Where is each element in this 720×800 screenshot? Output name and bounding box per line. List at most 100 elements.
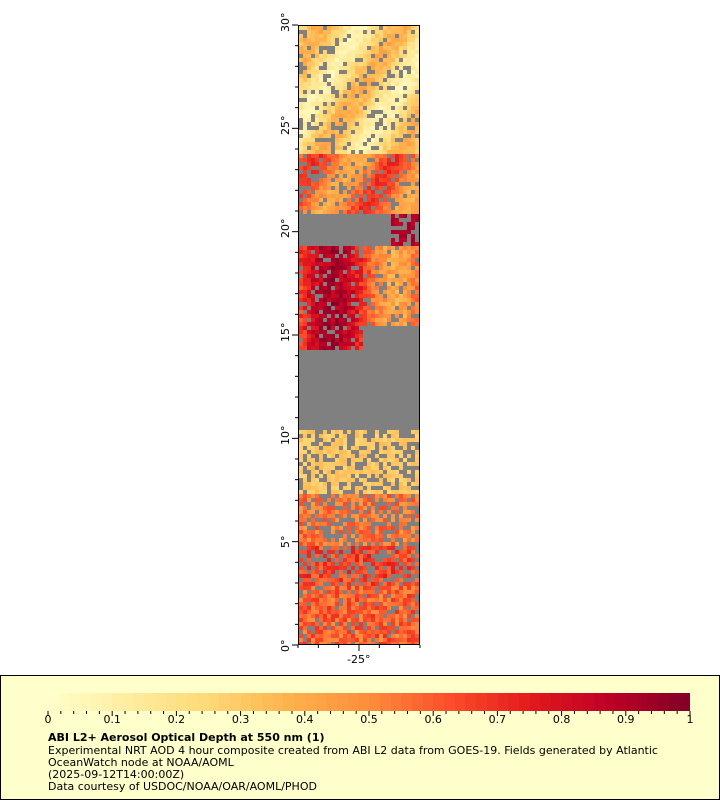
aod-cell [375,194,379,198]
aod-cell [319,146,323,150]
aod-cell [307,94,311,98]
aod-cell [303,182,307,186]
aod-cell [299,194,303,198]
aod-cell [411,62,415,66]
aod-cell [347,54,351,58]
aod-cell [343,302,347,306]
aod-cell [343,306,347,310]
aod-cell [391,94,395,98]
aod-cell [331,94,335,98]
aod-cell [327,158,331,162]
aod-cell [319,30,323,34]
aod-cell [303,78,307,82]
colorbar-segment [197,693,209,711]
aod-cell [379,282,383,286]
aod-cell [379,546,383,550]
aod-cell [343,478,347,482]
aod-cell [355,262,359,266]
aod-cell [315,626,319,630]
aod-cell [307,290,311,294]
aod-cell [367,522,371,526]
aod-cell [367,486,371,490]
aod-cell [359,258,363,262]
aod-cell [311,330,315,334]
aod-cell [303,438,307,442]
aod-cell [403,618,407,622]
aod-cell [415,34,419,38]
aod-cell [351,586,355,590]
aod-cell [415,214,419,218]
aod-cell [355,550,359,554]
aod-cell [371,438,375,442]
aod-cell [359,478,363,482]
aod-cell [375,186,379,190]
aod-cell [415,526,419,530]
aod-cell [359,470,363,474]
aod-cell [327,466,331,470]
aod-cell [355,82,359,86]
aod-cell [379,594,383,598]
aod-cell [403,562,407,566]
aod-cell [363,170,367,174]
aod-cell [339,174,343,178]
aod-cell [387,26,391,30]
aod-cell [303,606,307,610]
aod-cell [351,286,355,290]
aod-cell [307,38,311,42]
aod-cell [347,138,351,142]
aod-cell [323,606,327,610]
aod-cell [403,438,407,442]
aod-cell [411,274,415,278]
aod-cell [399,454,403,458]
aod-cell [327,106,331,110]
aod-cell [299,534,303,538]
aod-cell [307,78,311,82]
aod-cell [323,70,327,74]
aod-cell [303,618,307,622]
aod-cell [375,594,379,598]
aod-cell [299,294,303,298]
aod-cell [395,490,399,494]
aod-cell [327,558,331,562]
aod-cell [355,42,359,46]
aod-cell [323,314,327,318]
aod-cell [411,146,415,150]
aod-cell [351,278,355,282]
aod-cell [375,134,379,138]
aod-cell [327,30,331,34]
aod-cell [407,554,411,558]
aod-cell [311,538,315,542]
aod-cell [411,174,415,178]
aod-cell [351,158,355,162]
aod-cell [379,518,383,522]
aod-cell [343,606,347,610]
aod-cell [371,282,375,286]
aod-cell [315,114,319,118]
aod-cell [379,134,383,138]
aod-cell [311,314,315,318]
aod-cell [299,334,303,338]
aod-cell [359,458,363,462]
aod-cell [323,462,327,466]
aod-cell [359,122,363,126]
aod-cell [355,306,359,310]
aod-cell [387,78,391,82]
aod-cell [319,62,323,66]
aod-cell [387,258,391,262]
aod-cell [379,82,383,86]
aod-cell [355,638,359,642]
aod-cell [339,62,343,66]
aod-cell [391,438,395,442]
aod-cell [299,114,303,118]
aod-cell [339,102,343,106]
aod-cell [363,122,367,126]
aod-cell [399,498,403,502]
aod-cell [363,210,367,214]
aod-cell [371,310,375,314]
aod-cell [327,58,331,62]
aod-cell [367,126,371,130]
aod-cell [335,250,339,254]
aod-cell [351,274,355,278]
aod-cell [371,506,375,510]
aod-cell [315,102,319,106]
